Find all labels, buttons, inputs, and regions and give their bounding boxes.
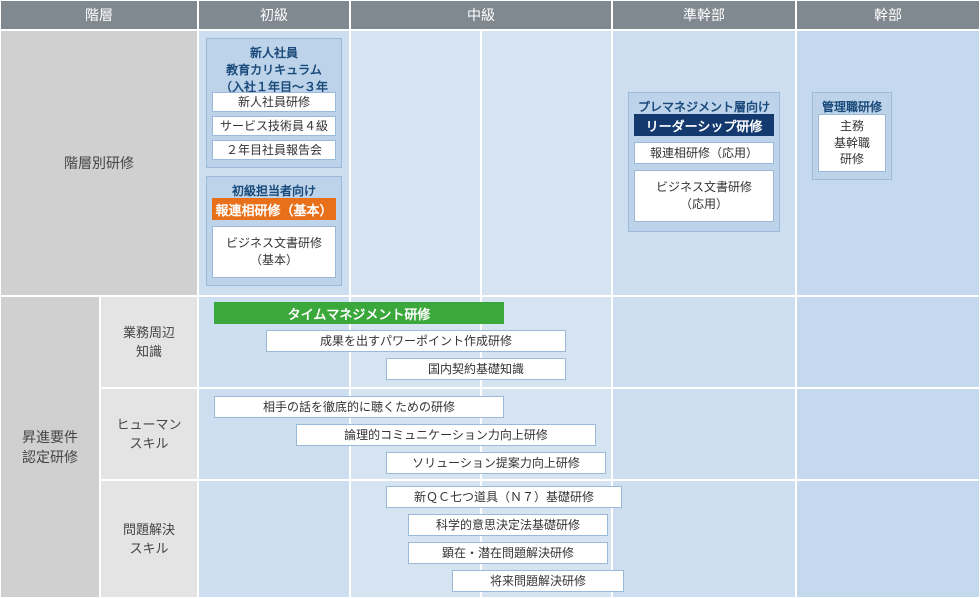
body-r2b-c4	[612, 388, 796, 480]
course-box: ２年目社員報告会	[212, 140, 336, 160]
body-r2a-c5	[796, 296, 980, 388]
course-box: ビジネス文書研修 （応用）	[634, 170, 774, 222]
body-r2a-c4	[612, 296, 796, 388]
body-r1-mid1	[350, 30, 481, 296]
course-box: 新ＱＣ七つ道具（Ｎ７）基礎研修	[386, 486, 622, 508]
row-label-human-skill: ヒューマン スキル	[100, 388, 198, 480]
header-col-intermediate: 中級	[350, 0, 612, 30]
course-box: 将来問題解決研修	[452, 570, 624, 592]
header-col-hierarchy: 階層	[0, 0, 198, 30]
body-r2c-c5	[796, 480, 980, 598]
row-label-problem-solving: 問題解決 スキル	[100, 480, 198, 598]
course-box: 成果を出すパワーポイント作成研修	[266, 330, 566, 352]
course-box: ビジネス文書研修 （基本）	[212, 226, 336, 278]
body-r2b-c5	[796, 388, 980, 480]
row-label-knowledge: 業務周辺 知識	[100, 296, 198, 388]
course-box: サービス技術員４級	[212, 116, 336, 136]
row-label-promotion-req: 昇進要件 認定研修	[0, 296, 100, 598]
course-box: 主務 基幹職 研修	[818, 114, 886, 172]
course-box: 国内契約基礎知識	[386, 358, 566, 380]
course-box: 相手の話を徹底的に聴くための研修	[214, 396, 504, 418]
course-box: 顕在・潜在問題解決研修	[408, 542, 608, 564]
header-col-executive: 幹部	[796, 0, 980, 30]
body-r2c-c1	[198, 480, 350, 598]
course-box: 科学的意思決定法基礎研修	[408, 514, 608, 536]
row-label-tiered-training: 階層別研修	[0, 30, 198, 296]
course-bar-orange: 報連相研修（基本）	[212, 198, 336, 220]
body-r1-mid2	[481, 30, 612, 296]
training-matrix: 階層 初級 中級 準幹部 幹部 階層別研修 昇進要件 認定研修 業務周辺 知識 …	[0, 0, 980, 598]
course-bar-green: タイムマネジメント研修	[214, 302, 504, 324]
header-col-beginner: 初級	[198, 0, 350, 30]
course-box: 論理的コミュニケーション力向上研修	[296, 424, 596, 446]
course-bar-navy: リーダーシップ研修	[634, 114, 774, 136]
course-box: 報連相研修（応用）	[634, 142, 774, 164]
header-col-associate: 準幹部	[612, 0, 796, 30]
course-box: ソリューション提案力向上研修	[386, 452, 606, 474]
body-r2c-c4	[612, 480, 796, 598]
course-box: 新人社員研修	[212, 92, 336, 112]
